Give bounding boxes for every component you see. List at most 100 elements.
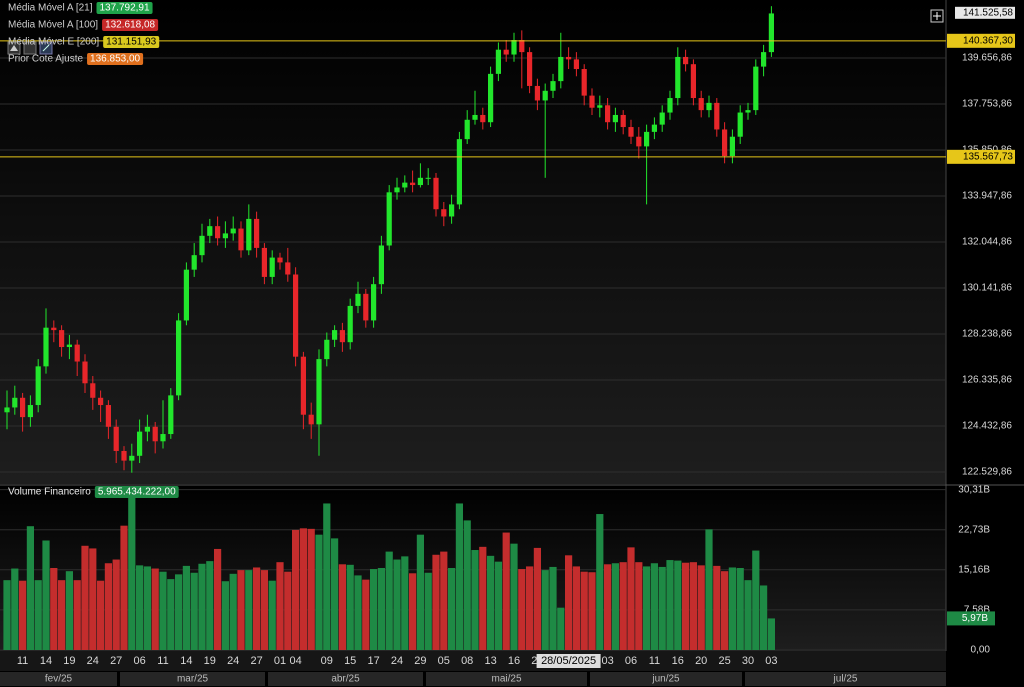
volume-bar <box>89 548 97 650</box>
volume-bar <box>416 534 424 650</box>
candle-body <box>558 56 564 82</box>
candle-body <box>620 114 626 128</box>
tool-button[interactable] <box>23 41 37 55</box>
candle-body <box>690 64 696 99</box>
candle-body <box>300 356 306 415</box>
volume-bar <box>159 571 167 650</box>
month-label: mar/25 <box>177 674 209 685</box>
volume-bar <box>440 551 448 650</box>
candle-body <box>511 40 517 55</box>
y-tick-label: 133.947,86 <box>962 191 1012 202</box>
candle-body <box>293 274 299 357</box>
candle-body <box>152 426 158 442</box>
candle-body <box>371 284 377 321</box>
candle-body <box>121 450 127 461</box>
x-tick-label: 14 <box>40 655 52 667</box>
volume-bar <box>206 561 214 650</box>
volume-bar <box>42 540 50 650</box>
candle-body <box>425 177 431 179</box>
volume-bar <box>3 580 11 650</box>
candle-body <box>59 330 65 348</box>
month-label: jun/25 <box>651 674 680 685</box>
x-tick-label: 30 <box>742 655 754 667</box>
legend-label: Média Móvel E [200] <box>8 37 99 48</box>
candle-body <box>378 245 384 285</box>
legend-value: 136.853,00 <box>90 54 140 65</box>
candle-body <box>35 366 41 406</box>
price-tag-label: 140.367,30 <box>963 35 1013 46</box>
volume-bar <box>549 566 557 650</box>
volume-bar <box>596 514 604 650</box>
candle-body <box>433 177 439 210</box>
volume-bar <box>479 546 487 650</box>
candle-body <box>698 98 704 111</box>
candle-body <box>66 344 72 348</box>
candle-body <box>480 114 486 123</box>
volume-bar <box>604 564 612 650</box>
x-tick-label: 04 <box>289 655 301 667</box>
legend-label: Prior Cote Ajuste <box>8 54 83 65</box>
candle-body <box>519 40 525 53</box>
x-tick-label: 19 <box>204 655 216 667</box>
legend-badge <box>96 2 153 14</box>
volume-bar <box>26 526 34 650</box>
volume-bar <box>354 575 362 650</box>
legend-label: Média Móvel A [21] <box>8 3 93 14</box>
crosshair-tag <box>536 654 601 668</box>
volume-bar <box>541 570 549 650</box>
candle-body <box>464 119 470 140</box>
candle-body <box>74 344 80 362</box>
volume-bar <box>338 564 346 650</box>
x-tick-label: 11 <box>649 655 660 667</box>
volume-bar <box>323 503 331 650</box>
candle-body <box>761 52 767 67</box>
crosshair-toggle[interactable] <box>930 9 944 23</box>
candle-body <box>659 112 665 125</box>
legend-badge <box>103 36 160 48</box>
volume-bar <box>81 545 89 650</box>
candle-body <box>168 395 174 435</box>
candle-body <box>573 59 579 70</box>
volume-bar <box>650 563 658 650</box>
candle-body <box>550 81 556 91</box>
candle-body <box>589 95 595 108</box>
volume-bar <box>619 562 627 650</box>
x-tick-label: 01 <box>274 655 286 667</box>
y-tick-label: 30,31B <box>958 484 990 495</box>
volume-bar <box>97 580 105 650</box>
volume-bar <box>65 571 73 650</box>
candle-body <box>183 269 189 321</box>
volume-bar <box>572 566 580 650</box>
candle-body <box>581 69 587 96</box>
x-tick-label: 16 <box>508 655 520 667</box>
volume-bar <box>721 571 729 650</box>
volume-bar <box>346 564 354 650</box>
volume-bar <box>728 567 736 650</box>
volume-bar <box>518 569 526 650</box>
price-tag-label: 135.567,73 <box>963 151 1013 162</box>
candle-body <box>90 383 96 398</box>
volume-bar <box>432 554 440 650</box>
crosshair-date: 28/05/2025 <box>541 655 596 667</box>
candle-body <box>308 414 314 425</box>
volume-bar <box>767 618 775 650</box>
month-box <box>120 672 265 686</box>
last-volume-label: 5,97B <box>962 613 988 624</box>
candle-body <box>269 257 275 277</box>
month-box <box>426 672 587 686</box>
volume-bar <box>260 570 268 650</box>
volume-bar <box>736 568 744 650</box>
candle-body <box>191 255 197 270</box>
volume-bar <box>674 560 682 650</box>
month-label: fev/25 <box>45 674 73 685</box>
volume-bar <box>229 573 237 650</box>
price-tag <box>947 33 1015 48</box>
candle-body <box>12 397 18 408</box>
volume-bar <box>245 570 253 650</box>
month-label: jul/25 <box>833 674 858 685</box>
x-tick-label: 14 <box>180 655 192 667</box>
candle-body <box>246 218 252 251</box>
volume-bar <box>19 580 27 650</box>
volume-bar <box>401 556 409 650</box>
y-tick-label: 130.141,86 <box>962 283 1012 294</box>
